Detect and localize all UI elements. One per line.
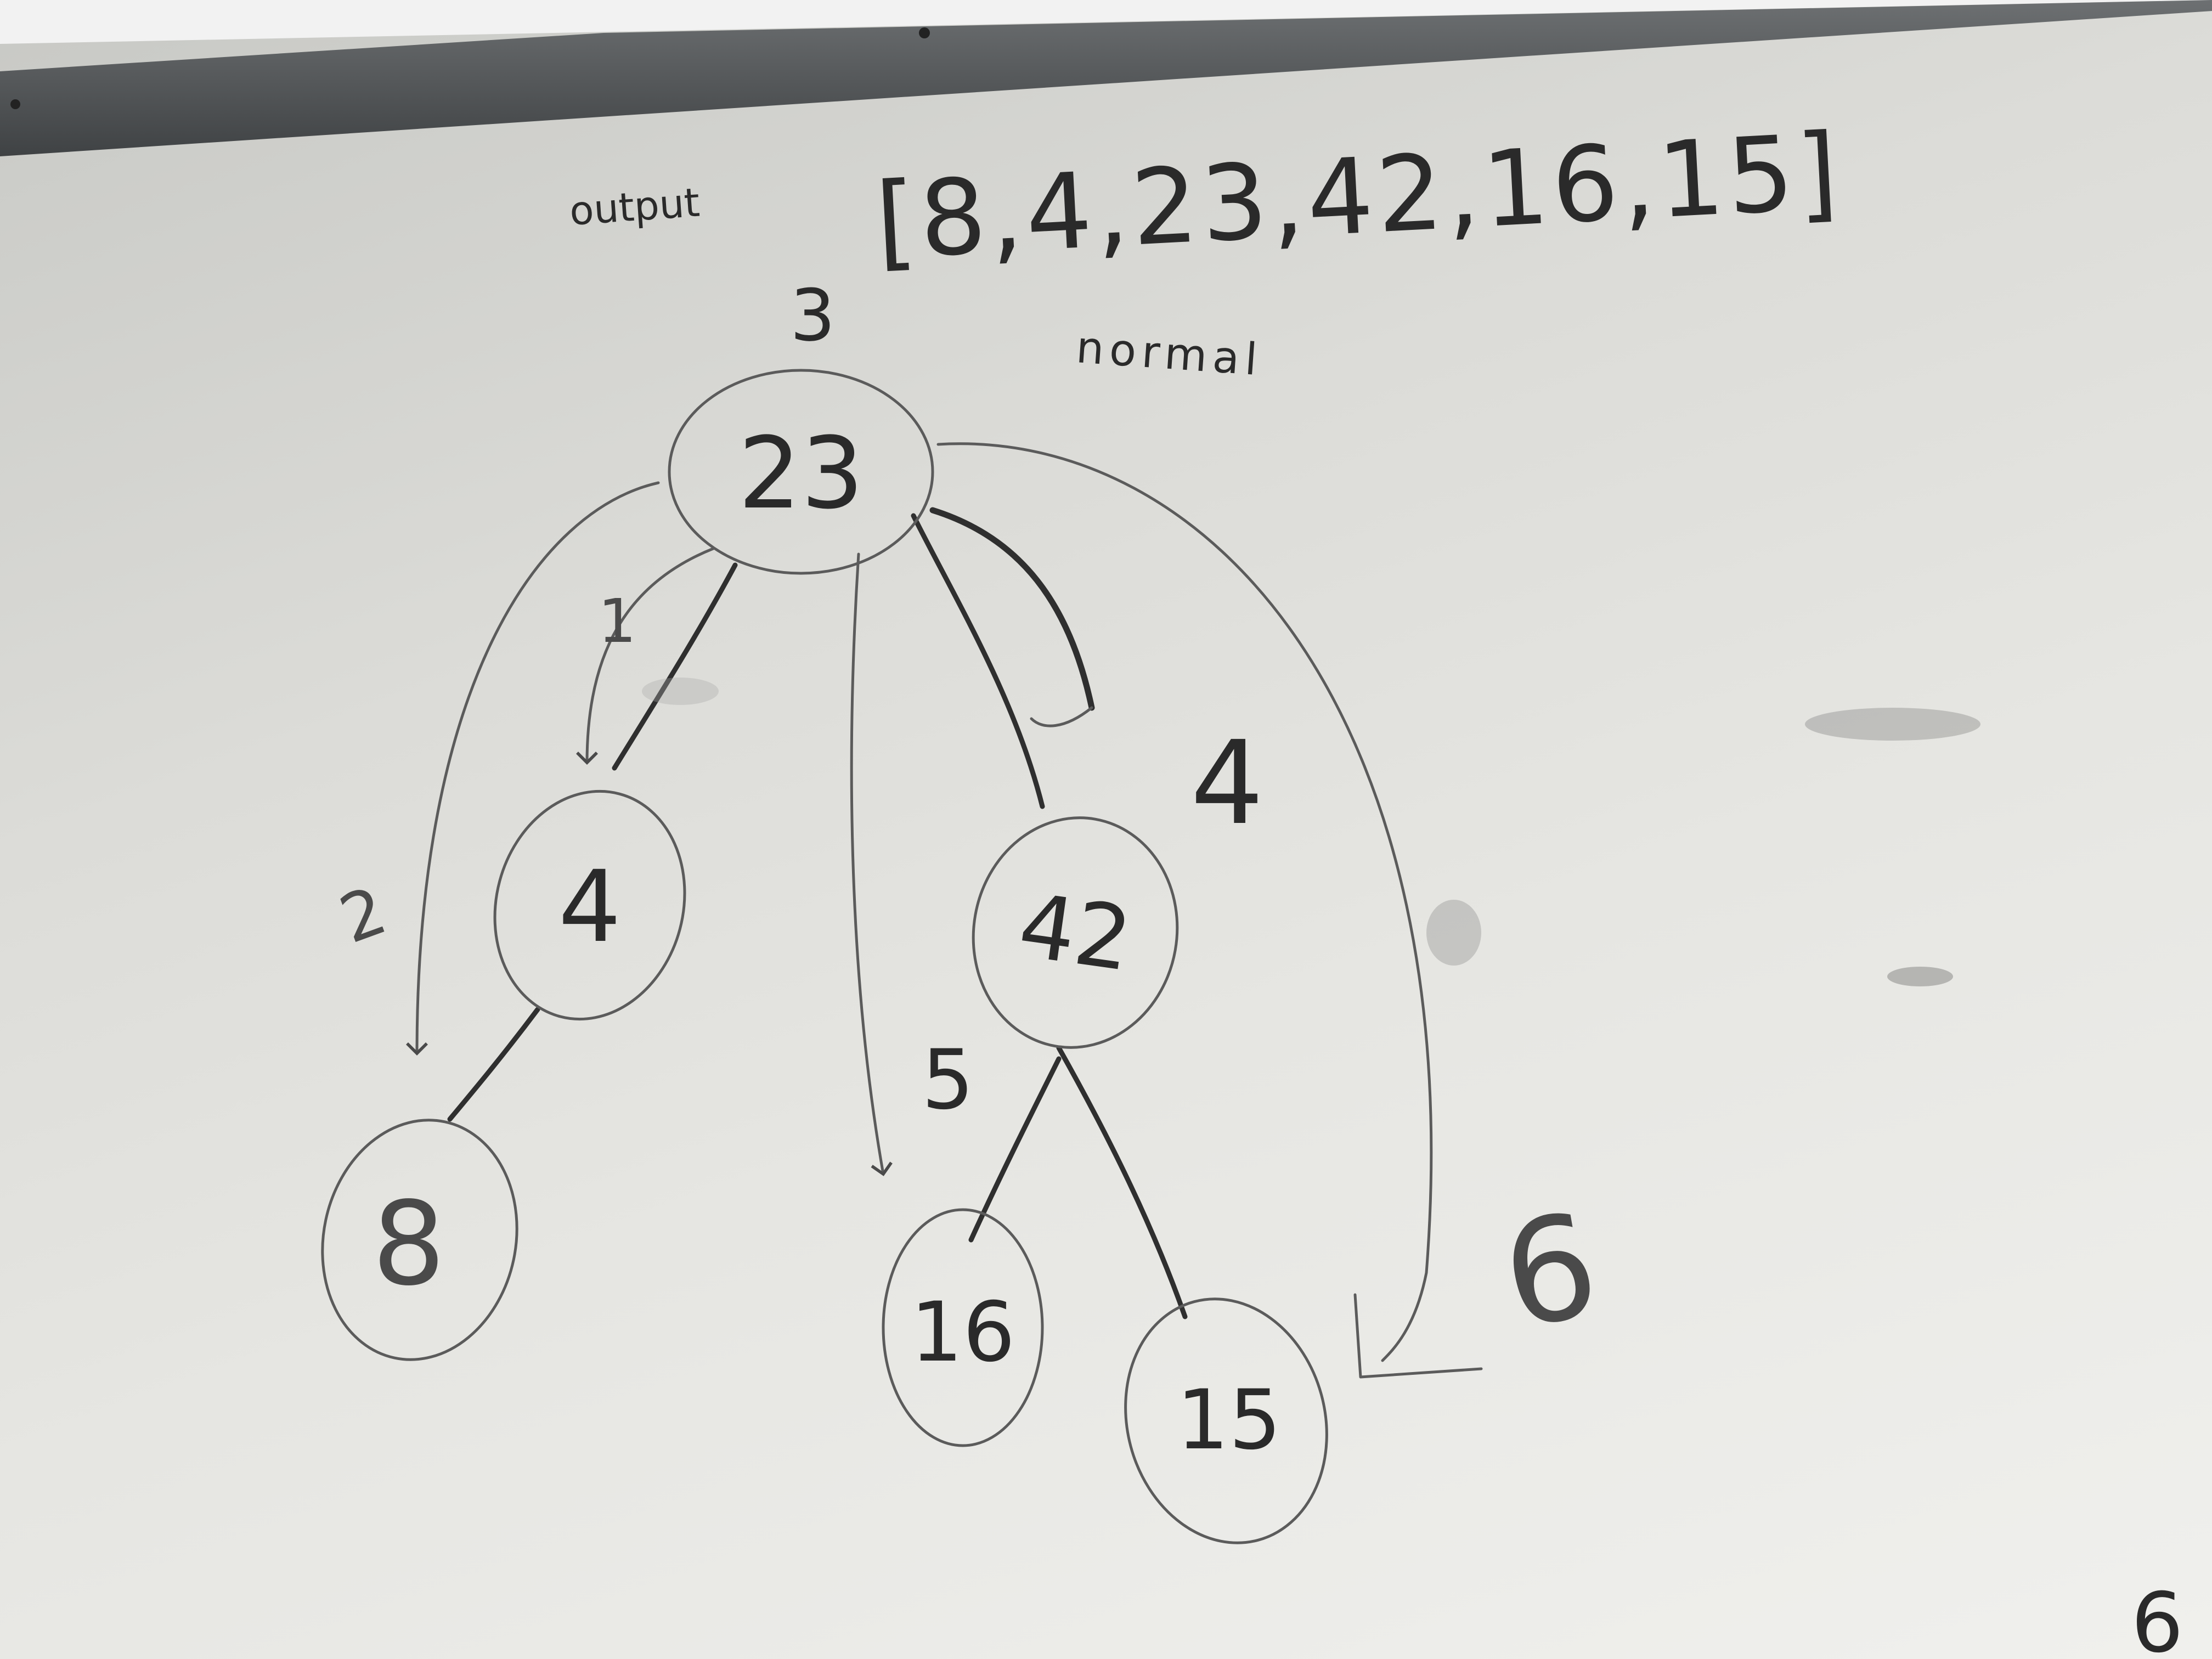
node-23: 23: [668, 369, 934, 575]
order-marks: 1 2 3 4 5 6: [330, 274, 1609, 1361]
node-label: 16: [911, 1285, 1015, 1380]
order-mark-3: 3: [790, 274, 836, 357]
order-mark-6: 6: [1491, 1182, 1609, 1361]
order-mark-2: 2: [330, 873, 396, 959]
traversal-arrows: [406, 442, 1483, 1379]
normal-label: normal: [1075, 321, 1265, 386]
arrow-3-hook: [1030, 706, 1093, 727]
arrow-2: [406, 481, 660, 1056]
edge-4-8: [447, 1007, 540, 1122]
frame-screw: [919, 27, 930, 38]
node-label: 8: [372, 1177, 445, 1311]
arrow-3-heavy: [929, 507, 1095, 711]
order-mark-1: 1: [598, 586, 636, 656]
arrow-5: [850, 552, 893, 1176]
corner-mark: 6: [2131, 1576, 2183, 1659]
node-label: 42: [1013, 874, 1138, 991]
smudges: [642, 678, 1980, 986]
order-mark-5: 5: [922, 1032, 974, 1128]
node-15: 15: [1124, 1297, 1328, 1544]
node-16: 16: [882, 1208, 1044, 1447]
order-mark-4: 4: [1190, 716, 1264, 850]
edge-42-16: [968, 1056, 1062, 1243]
tree-edges: [447, 513, 1188, 1319]
edge-23-42: [911, 513, 1045, 809]
node-4: 4: [493, 789, 686, 1021]
node-label: 15: [1177, 1373, 1282, 1468]
node-42: 42: [972, 816, 1179, 1049]
board-frame: [0, 0, 2212, 156]
output-array: [8,4,23,42,16,15]: [873, 111, 1844, 283]
edge-23-4: [612, 562, 738, 771]
tree-nodes: 23 4 42 8 16 15: [321, 369, 1328, 1544]
wall-strip: [0, 0, 2212, 44]
edge-42-15: [1056, 1045, 1188, 1319]
node-label: 4: [558, 850, 622, 964]
arrow-6: [936, 442, 1433, 1362]
arrow-1: [576, 547, 715, 765]
frame-screw: [10, 99, 20, 109]
arrow-6-head: [1353, 1293, 1483, 1379]
node-label: 23: [738, 416, 864, 531]
node-8: 8: [321, 1119, 518, 1361]
output-label: output: [568, 179, 701, 234]
